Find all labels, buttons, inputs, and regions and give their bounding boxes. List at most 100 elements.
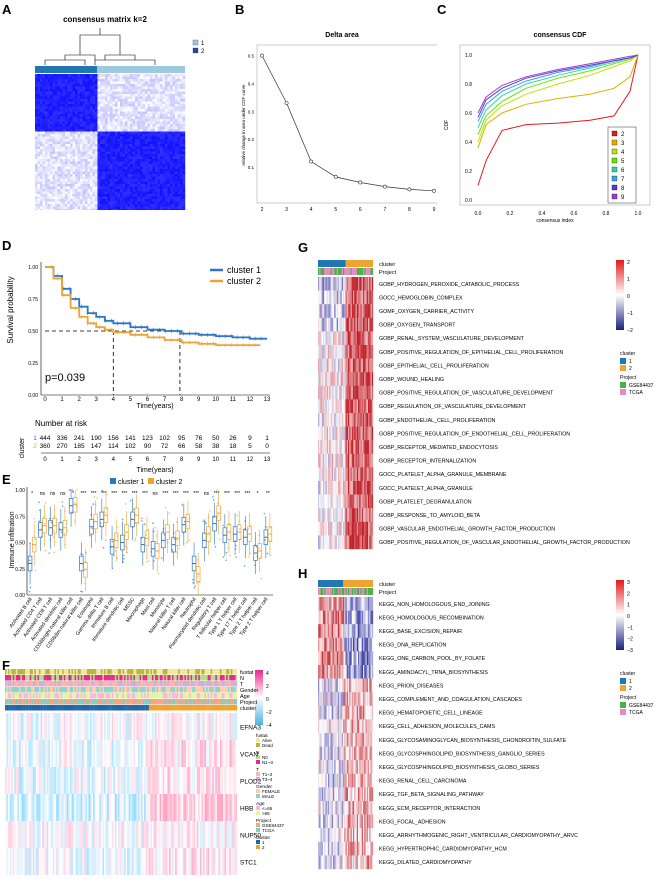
annotation-cell [164,693,166,699]
consensus-cell [53,92,56,95]
consensus-cell [180,87,183,90]
consensus-cell [78,142,81,145]
consensus-cell [88,104,91,107]
consensus-cell [155,82,158,85]
consensus-cell [63,157,66,160]
consensus-cell [70,204,73,207]
annotation-cell [89,693,91,699]
consensus-cell [183,167,186,170]
annotation-cell [56,687,58,693]
annotation-cell [167,681,169,687]
consensus-cell [40,99,43,102]
consensus-cell [163,179,166,182]
consensus-cell [60,154,63,157]
consensus-cell [50,154,53,157]
consensus-cell [73,74,76,77]
consensus-cell [100,119,103,122]
consensus-cell [70,169,73,172]
annotation-cell [167,699,169,705]
consensus-cell [175,194,178,197]
consensus-cell [108,187,111,190]
consensus-cell [150,109,153,112]
consensus-cell [78,169,81,172]
consensus-cell [60,187,63,190]
consensus-cell [108,122,111,125]
annotation-cell [211,699,213,705]
annotation-cell [184,675,186,681]
consensus-cell [165,84,168,87]
consensus-cell [155,132,158,135]
annotation-cell [116,699,118,705]
consensus-cell [180,197,183,200]
consensus-cell [68,82,71,85]
consensus-cell [63,192,66,195]
annotation-cell [205,669,207,675]
consensus-cell [163,94,166,97]
consensus-cell [88,209,91,210]
consensus-cell [163,154,166,157]
consensus-cell [38,132,41,135]
consensus-cell [53,204,56,207]
consensus-cell [68,119,71,122]
consensus-cell [130,162,133,165]
consensus-cell [110,82,113,85]
annotation-cell [130,675,132,681]
consensus-cell [123,94,126,97]
annotation-cell [195,681,197,687]
consensus-cell [100,202,103,205]
annotation-cell [45,675,47,681]
consensus-cell [103,139,106,142]
consensus-cell [65,139,68,142]
box-point [45,550,47,552]
annotation-cell [104,699,106,705]
consensus-cell [93,127,96,130]
consensus-cell [45,189,48,192]
annotation-cell [209,687,211,693]
consensus-cell [83,179,86,182]
consensus-cell [50,179,53,182]
annotation-cell [132,675,134,681]
risk-count: 156 [108,435,119,442]
consensus-cell [75,207,78,210]
consensus-cell [65,77,68,80]
consensus-cell [128,202,131,205]
consensus-cell [158,202,161,205]
annotation-cell [143,687,145,693]
consensus-cell [158,157,161,160]
annotation-cell [25,669,27,675]
annotation-cell [170,669,172,675]
consensus-cell [145,159,148,162]
consensus-cell [88,74,91,77]
annotation-cell [188,687,190,693]
consensus-cell [125,199,128,202]
consensus-cell [38,207,41,210]
consensus-cell [143,77,146,80]
box-point [82,554,84,556]
consensus-cell [140,174,143,177]
annotation-cell [214,681,216,687]
consensus-cell [158,147,161,150]
consensus-cell [128,87,131,90]
consensus-cell [53,112,56,115]
consensus-cell [163,132,166,135]
consensus-cell [158,84,161,87]
annotation-cell [68,681,70,687]
annotation-cell [90,675,92,681]
annotation-cell [27,699,29,705]
annotation-cell [126,687,128,693]
consensus-cell [110,149,113,152]
consensus-cell [65,199,68,202]
consensus-cell [95,99,98,102]
annotation-cell [61,669,63,675]
annotation-cell [138,699,140,705]
consensus-cell [80,202,83,205]
consensus-cell [123,134,126,137]
consensus-cell [143,202,146,205]
consensus-cell [150,142,153,145]
consensus-cell [78,152,81,155]
annotation-cell [161,675,163,681]
consensus-cell [88,94,91,97]
consensus-cell [110,164,113,167]
consensus-cell [138,87,141,90]
consensus-cell [108,74,111,77]
